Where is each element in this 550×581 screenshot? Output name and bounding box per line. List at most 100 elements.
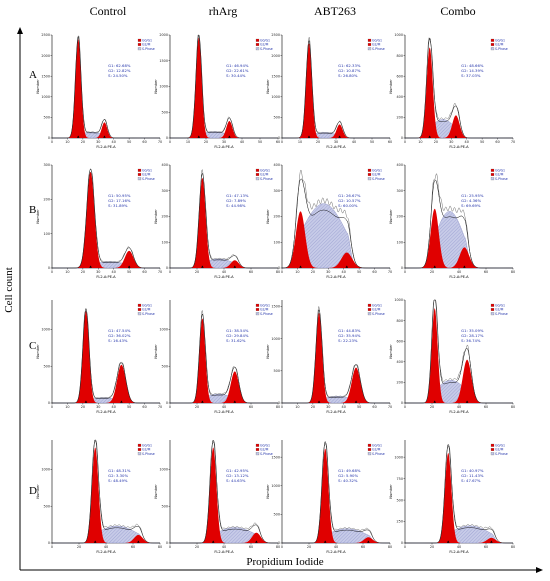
y-tick-label: 100 <box>162 240 168 244</box>
peak-marker <box>463 265 466 268</box>
panel-x-title: FL2-A:PE-A <box>326 275 346 279</box>
column-title-abt263: ABT263 <box>314 4 356 18</box>
panel-x-title: FL2-A:PE-A <box>326 410 346 414</box>
x-tick-label: 40 <box>104 545 108 549</box>
peak-marker <box>201 400 204 403</box>
x-tick-label: 50 <box>357 405 361 409</box>
legend-swatch <box>490 448 495 451</box>
y-axis-arrowhead <box>17 27 23 34</box>
y-tick-label: 500 <box>162 364 168 368</box>
x-tick-label: 60 <box>484 545 488 549</box>
raw-data-line <box>282 305 390 404</box>
peak-marker <box>433 265 436 268</box>
stat-text: S: 48.49% <box>108 478 128 483</box>
x-tick-label: 40 <box>342 405 346 409</box>
peak-marker <box>120 400 123 403</box>
histogram-panel-b-rharg: 0 100 200 300 400 0 20 40 60 80 FL2-A:PE-A Number G0… <box>154 163 280 279</box>
legend-label: G2/M <box>142 173 151 177</box>
y-tick-label: 1500 <box>41 74 50 78</box>
g2-peak <box>282 367 390 403</box>
legend-label: S-Phase <box>260 177 273 181</box>
x-tick-label: 20 <box>430 270 434 274</box>
stat-text: S: 40.32% <box>338 478 358 483</box>
y-tick-label: 0 <box>48 401 50 405</box>
histogram-panel-d-abt263: 0 500 1000 1500 0 20 40 60 80 FL2-A:PE-A Number G0/… <box>266 440 392 554</box>
y-tick-label: 200 <box>397 215 403 219</box>
legend-label: S-Phase <box>495 452 508 456</box>
g2-peak <box>170 532 278 543</box>
legend-label: G2/M <box>142 43 151 47</box>
x-tick-label: 80 <box>276 270 280 274</box>
histogram-panel-a-abt263: 0 500 1000 1500 2000 2500 0 10 20 30 40 50 60 FL2-A:P… <box>266 33 392 149</box>
x-tick-label: 70 <box>158 405 162 409</box>
x-tick-label: 20 <box>430 545 434 549</box>
legend-label: G2/M <box>260 308 269 312</box>
legend-swatch <box>490 168 495 172</box>
g2-peak <box>52 534 160 543</box>
histogram-panel-a-combo: 0 200 400 600 800 1000 0 10 20 30 40 50 60 70 FL2-A:PE… <box>389 33 515 149</box>
stat-text: S: 22.23% <box>338 338 358 343</box>
g1-peak <box>52 39 160 138</box>
legend-swatch <box>137 43 142 46</box>
y-tick-label: 500 <box>274 116 280 120</box>
g1-peak <box>405 308 513 403</box>
legend-label: G0/G1 <box>260 443 270 447</box>
legend-label: S-Phase <box>372 452 385 456</box>
legend-swatch <box>255 43 260 46</box>
y-tick-label: 0 <box>48 541 50 545</box>
panel-x-title: FL2-A:PE-A <box>449 275 469 279</box>
legend-swatch <box>490 47 495 51</box>
stat-text: G1: 40.97% <box>461 468 484 473</box>
x-tick-label: 80 <box>511 545 515 549</box>
legend-swatch <box>490 177 495 181</box>
legend-label: S-Phase <box>372 47 385 51</box>
peak-marker <box>323 540 327 543</box>
x-tick-label: 40 <box>222 405 226 409</box>
x-tick-label: 40 <box>352 140 356 144</box>
x-tick-label: 30 <box>96 405 100 409</box>
panel-x-title: FL2-A:PE-A <box>214 410 234 414</box>
peak-marker <box>255 540 258 543</box>
x-tick-label: 0 <box>51 405 53 409</box>
x-tick-label: 20 <box>307 545 311 549</box>
panel-x-title: FL2-A:PE-A <box>449 410 469 414</box>
stat-text: S: 30.44% <box>226 73 246 78</box>
stat-text: S: 31.89% <box>108 203 128 208</box>
x-tick-label: 10 <box>295 405 299 409</box>
legend-label: G2/M <box>372 43 381 47</box>
peak-marker <box>446 540 450 543</box>
x-tick-label: 70 <box>511 140 515 144</box>
total-fit-line <box>170 172 278 269</box>
legend-swatch <box>367 43 372 46</box>
y-tick-label: 1000 <box>41 468 50 472</box>
panel-y-title: Number <box>389 484 393 499</box>
x-tick-label: 0 <box>281 270 283 274</box>
histogram-panel-c-combo: 0 200 400 600 800 1000 0 20 40 60 80 FL2-A:PE-A Numb… <box>389 298 515 414</box>
stat-text: G2: 10.57% <box>338 198 361 203</box>
panel-y-title: Number <box>154 344 158 359</box>
y-tick-label: 0 <box>166 541 168 545</box>
panel-y-title: Number <box>266 209 270 224</box>
legend-swatch <box>137 308 142 311</box>
panel-y-title: Number <box>36 79 40 94</box>
peak-marker <box>211 540 215 543</box>
stat-text: G2: 5.90% <box>338 473 358 478</box>
peak-marker <box>465 400 469 403</box>
legend-swatch <box>367 443 372 447</box>
panel-y-title: Number <box>36 344 40 359</box>
column-title-control: Control <box>90 4 127 18</box>
legend-swatch <box>490 43 495 46</box>
y-tick-label: 1000 <box>41 328 50 332</box>
x-tick-label: 70 <box>158 270 162 274</box>
legend-label: G2/M <box>260 448 269 452</box>
legend-swatch <box>490 173 495 176</box>
y-tick-label: 200 <box>397 381 403 385</box>
y-tick-label: 0 <box>166 401 168 405</box>
x-tick-label: 60 <box>484 270 488 274</box>
legend-label: G2/M <box>372 308 381 312</box>
peak-marker <box>197 135 201 138</box>
total-fit-line <box>52 307 160 404</box>
y-tick-label: 0 <box>166 136 168 140</box>
